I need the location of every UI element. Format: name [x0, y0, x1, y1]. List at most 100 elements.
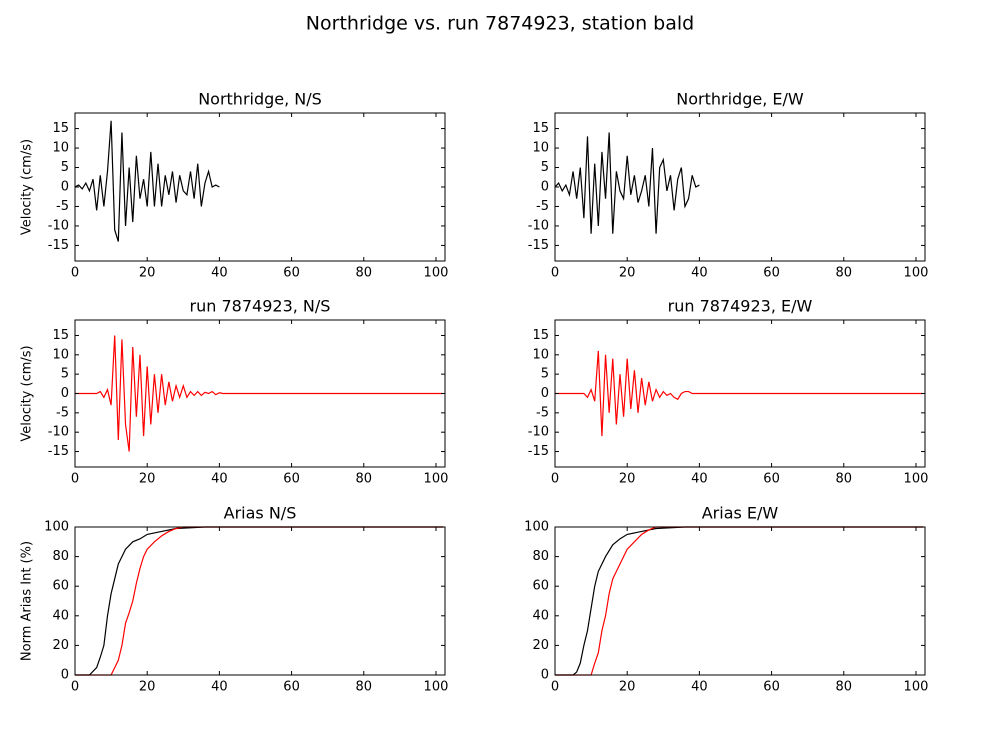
y-tick-label: -15 [48, 238, 69, 253]
line [554, 132, 700, 234]
x-tick-label: 20 [619, 472, 636, 487]
x-tick-label: 40 [691, 266, 708, 281]
y-tick-label: 5 [541, 160, 549, 175]
x-tick-label: 20 [139, 472, 156, 487]
y-tick-label: 20 [52, 638, 69, 653]
y-tick-label: -15 [528, 238, 549, 253]
y-tick-label: 60 [52, 579, 69, 594]
axes-frame [554, 526, 926, 676]
subplot-title: Northridge, E/W [676, 90, 804, 109]
x-tick-label: 40 [691, 472, 708, 487]
y-tick-label: 15 [52, 121, 69, 136]
x-tick-label: 80 [836, 472, 853, 487]
y-tick-label: 0 [61, 386, 69, 401]
x-tick-label: 60 [283, 680, 300, 695]
line [555, 350, 924, 437]
x-tick-label: 80 [356, 266, 373, 281]
y-tick-label: 0 [61, 180, 69, 195]
y-tick-label: 60 [532, 579, 549, 594]
subplot-title: run 7874923, E/W [668, 297, 813, 316]
line [555, 526, 924, 676]
x-tick-label: 0 [71, 472, 79, 487]
x-tick-label: 80 [836, 680, 853, 695]
y-tick-label: 0 [541, 386, 549, 401]
y-tick-label: -5 [56, 405, 69, 420]
y-tick-label: 5 [541, 367, 549, 382]
y-tick-label: 80 [532, 549, 549, 564]
y-axis-label: Velocity (cm/s) [20, 139, 35, 235]
y-tick-label: -5 [536, 405, 549, 420]
x-tick-label: 20 [139, 266, 156, 281]
y-tick-label: 40 [532, 608, 549, 623]
line [75, 335, 444, 452]
y-tick-label: -5 [536, 199, 549, 214]
x-tick-label: 0 [551, 472, 559, 487]
y-tick-label: 80 [52, 549, 69, 564]
x-tick-label: 0 [551, 680, 559, 695]
x-tick-label: 100 [904, 266, 929, 281]
subplot-title: Northridge, N/S [198, 90, 322, 109]
x-tick-label: 40 [211, 680, 228, 695]
x-tick-label: 0 [71, 680, 79, 695]
y-tick-label: 20 [532, 638, 549, 653]
subplot-title: run 7874923, N/S [190, 297, 331, 316]
x-tick-label: 20 [619, 680, 636, 695]
x-tick-label: 40 [211, 266, 228, 281]
x-tick-label: 100 [424, 266, 449, 281]
y-tick-label: 100 [524, 520, 549, 535]
x-tick-label: 80 [836, 266, 853, 281]
subplot-title: Arias N/S [224, 504, 297, 523]
line [555, 526, 924, 676]
x-tick-label: 40 [691, 680, 708, 695]
y-tick-label: 10 [532, 141, 549, 156]
y-tick-label: 5 [61, 160, 69, 175]
x-tick-label: 20 [619, 266, 636, 281]
x-tick-label: 20 [139, 680, 156, 695]
x-tick-label: 60 [763, 472, 780, 487]
y-tick-label: 0 [541, 668, 549, 683]
y-axis-label: Norm Arias Int (%) [20, 541, 35, 661]
line [74, 120, 220, 242]
y-tick-label: 10 [52, 141, 69, 156]
y-tick-label: -5 [56, 199, 69, 214]
figure-title: Northridge vs. run 7874923, station bald [306, 13, 694, 35]
x-tick-label: 60 [763, 266, 780, 281]
line [75, 526, 444, 676]
y-tick-label: -10 [528, 218, 549, 233]
y-tick-label: -15 [528, 444, 549, 459]
x-tick-label: 0 [71, 266, 79, 281]
axes-frame [74, 319, 446, 468]
axes-frame [74, 526, 446, 676]
x-tick-label: 100 [424, 680, 449, 695]
axes-frame [554, 319, 926, 468]
line [75, 526, 444, 676]
x-tick-label: 40 [211, 472, 228, 487]
x-tick-label: 100 [904, 472, 929, 487]
y-tick-label: 15 [532, 328, 549, 343]
x-tick-label: 60 [283, 266, 300, 281]
x-tick-label: 60 [283, 472, 300, 487]
y-tick-label: -10 [48, 218, 69, 233]
y-tick-label: 40 [52, 608, 69, 623]
y-tick-label: -10 [528, 425, 549, 440]
y-tick-label: 100 [44, 520, 69, 535]
y-tick-label: -15 [48, 444, 69, 459]
y-tick-label: 10 [532, 347, 549, 362]
x-tick-label: 80 [356, 472, 373, 487]
axes-frame [554, 112, 926, 262]
y-tick-label: 0 [541, 180, 549, 195]
y-axis-label: Velocity (cm/s) [20, 345, 35, 441]
y-tick-label: 15 [532, 121, 549, 136]
x-tick-label: 100 [904, 680, 929, 695]
x-tick-label: 60 [763, 680, 780, 695]
y-tick-label: 10 [52, 347, 69, 362]
y-tick-label: 15 [52, 328, 69, 343]
axes-frame [74, 112, 446, 262]
x-tick-label: 0 [551, 266, 559, 281]
y-tick-label: 0 [61, 668, 69, 683]
y-tick-label: -10 [48, 425, 69, 440]
x-tick-label: 80 [356, 680, 373, 695]
y-tick-label: 5 [61, 367, 69, 382]
x-tick-label: 100 [424, 472, 449, 487]
